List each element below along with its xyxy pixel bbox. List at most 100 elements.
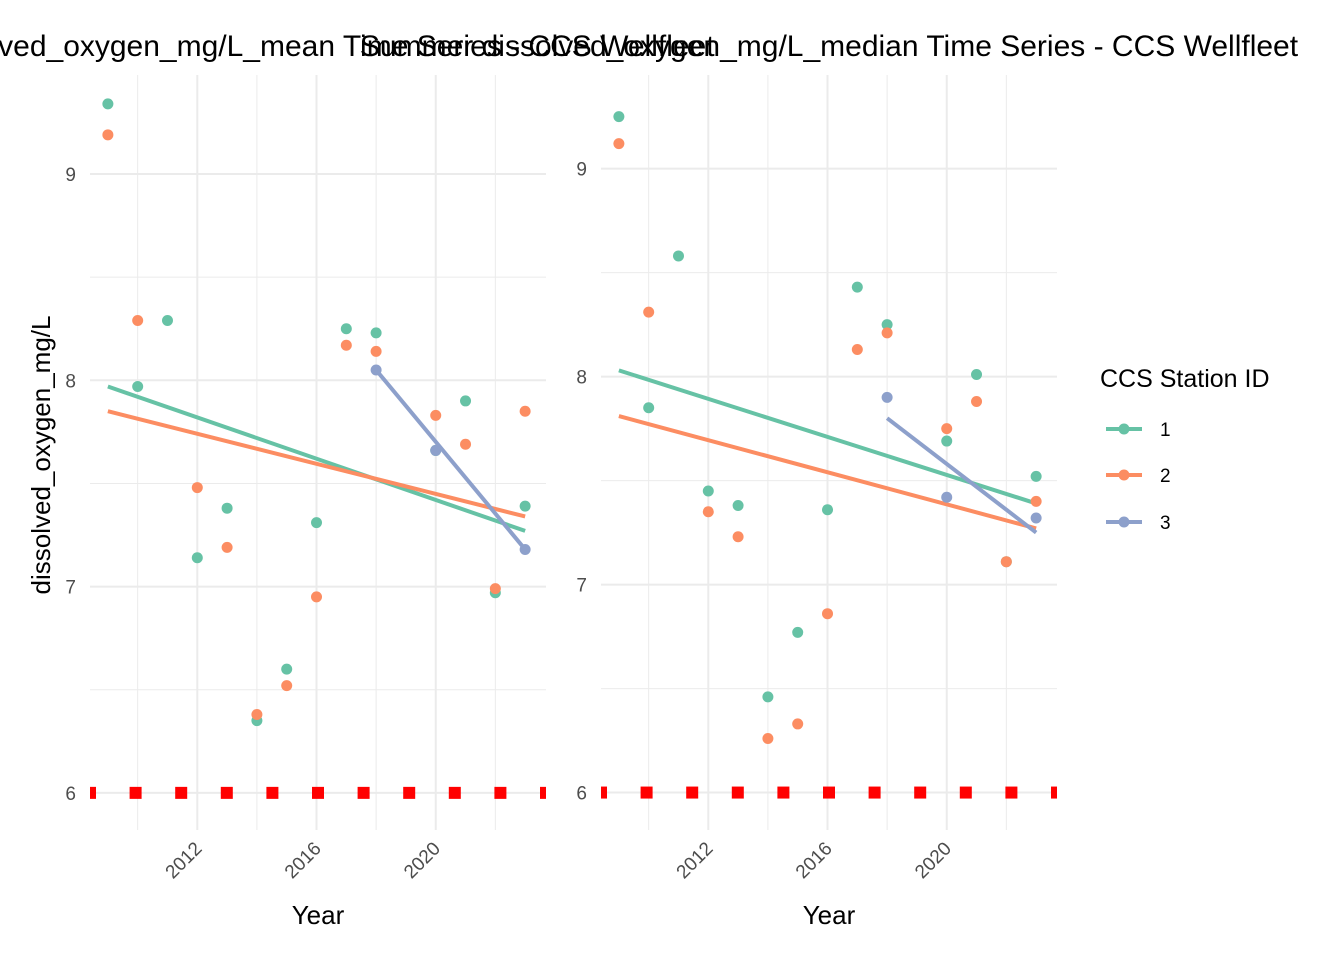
- marker-square: [1051, 786, 1057, 799]
- panel-right-series-1: [613, 111, 1042, 703]
- panel-left-y-tick-label: 7: [65, 578, 76, 599]
- panel-left-series-2: [102, 129, 531, 720]
- legend-label-3: 3: [1160, 513, 1171, 534]
- data-point-station-1: [672, 250, 684, 262]
- data-point-station-2: [851, 344, 863, 356]
- panel-right-series-2: [613, 138, 1042, 744]
- data-point-station-1: [732, 500, 744, 512]
- panel-right-series-3: [881, 391, 1042, 535]
- panel-left-y-tick-label: 9: [65, 165, 76, 186]
- data-point-station-2: [489, 583, 501, 595]
- data-point-station-1: [161, 314, 173, 326]
- data-point-station-2: [281, 680, 293, 692]
- marker-square: [959, 786, 972, 799]
- data-point-station-2: [881, 327, 893, 339]
- data-point-station-2: [191, 482, 203, 494]
- data-point-station-2: [613, 138, 625, 150]
- panel-right-y-tick-label: 9: [576, 160, 587, 181]
- legend: CCS Station ID 1 2 3: [1100, 365, 1270, 534]
- data-point-station-2: [702, 506, 714, 518]
- data-point-station-2: [941, 423, 953, 435]
- data-point-station-2: [311, 591, 323, 603]
- legend-key-dot-2: [1118, 469, 1130, 481]
- panel-right-y-tick-label: 6: [576, 784, 587, 805]
- data-point-station-2: [762, 732, 774, 744]
- marker-square: [129, 786, 142, 799]
- data-point-station-1: [221, 502, 233, 514]
- data-point-station-2: [519, 405, 531, 417]
- data-point-station-1: [792, 626, 804, 638]
- data-point-station-1: [822, 504, 834, 516]
- legend-label-2: 2: [1160, 466, 1171, 487]
- marker-square: [823, 786, 835, 799]
- marker-square: [731, 786, 744, 799]
- data-point-station-1: [1030, 470, 1042, 482]
- data-point-station-1: [370, 327, 382, 339]
- data-point-station-2: [643, 306, 655, 318]
- legend-key-dot-3: [1118, 516, 1130, 528]
- panel-left-series-3: [370, 364, 531, 555]
- data-point-station-2: [971, 396, 983, 408]
- data-point-station-3: [941, 491, 953, 503]
- data-point-station-1: [281, 663, 293, 675]
- legend-item-2: 2: [1106, 466, 1171, 487]
- marker-square: [777, 786, 790, 799]
- marker-square: [266, 786, 279, 799]
- marker-square: [494, 786, 507, 799]
- data-point-station-2: [822, 608, 834, 620]
- marker-square: [403, 786, 416, 799]
- data-point-station-3: [881, 391, 893, 403]
- data-point-station-1: [851, 281, 863, 293]
- panel-left-grid: [90, 75, 546, 830]
- marker-square: [175, 786, 188, 799]
- data-point-station-2: [460, 438, 472, 450]
- marker-square: [1005, 786, 1018, 799]
- data-point-station-1: [702, 485, 714, 497]
- data-point-station-2: [251, 708, 263, 720]
- trend-line-station-3: [885, 416, 1038, 535]
- data-point-station-1: [132, 380, 144, 392]
- data-point-station-1: [340, 323, 352, 335]
- marker-square: [686, 786, 699, 799]
- data-point-station-1: [519, 500, 531, 512]
- panel-left-x-axis-label: Year: [292, 900, 345, 930]
- data-point-station-2: [132, 314, 144, 326]
- panel-right-x-axis-label: Year: [803, 900, 856, 930]
- legend-key-dot-1: [1118, 423, 1130, 435]
- panel-left-y-tick-label: 8: [65, 371, 76, 392]
- panel-left-marker-row: [90, 786, 546, 799]
- marker-square: [90, 786, 96, 799]
- data-point-station-2: [732, 531, 744, 543]
- legend-label-1: 1: [1160, 420, 1171, 441]
- data-point-station-2: [1000, 556, 1012, 568]
- data-point-station-2: [102, 129, 114, 141]
- data-point-station-2: [430, 409, 442, 421]
- panel-left-y-tick-label: 6: [65, 784, 76, 805]
- marker-square: [601, 786, 607, 799]
- panel-right-y-tick-label: 7: [576, 576, 587, 597]
- marker-square: [640, 786, 653, 799]
- data-point-station-1: [460, 395, 472, 407]
- marker-square: [448, 786, 461, 799]
- trend-line-station-2: [618, 414, 1037, 531]
- marker-square: [540, 786, 546, 799]
- data-point-station-2: [340, 339, 352, 351]
- data-point-station-1: [191, 552, 203, 564]
- legend-item-3: 3: [1106, 513, 1171, 534]
- legend-title: CCS Station ID: [1100, 365, 1270, 393]
- data-point-station-1: [881, 319, 893, 331]
- panel-right-y-tick-label: 8: [576, 368, 587, 389]
- data-point-station-1: [971, 369, 983, 381]
- marker-square: [312, 786, 324, 799]
- data-point-station-1: [643, 402, 655, 414]
- data-point-station-1: [311, 517, 323, 529]
- trend-line-station-2: [107, 409, 526, 519]
- panel-right-title: Summer dissolved_oxygen_mg/L_median Time…: [360, 30, 1299, 63]
- data-point-station-2: [221, 541, 233, 553]
- data-point-station-2: [370, 345, 382, 357]
- legend-item-1: 1: [1106, 420, 1171, 441]
- panel-left-y-axis-label: dissolved_oxygen_mg/L: [26, 316, 56, 595]
